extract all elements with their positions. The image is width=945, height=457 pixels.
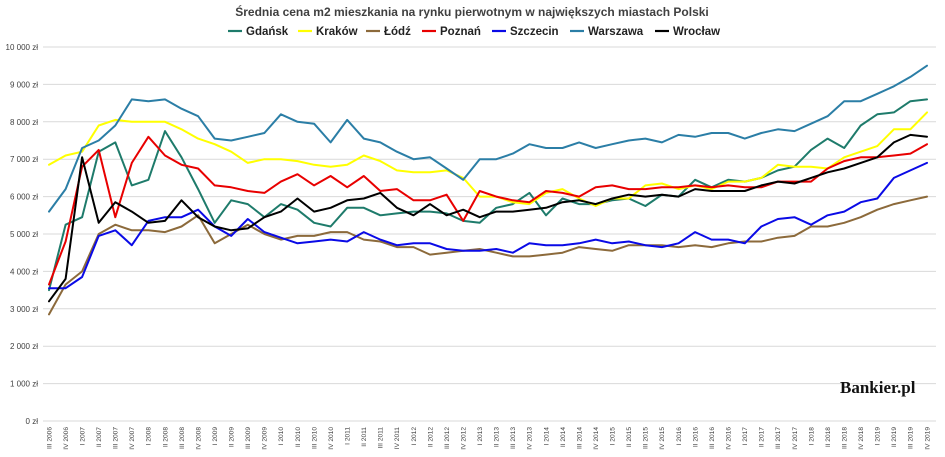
- legend-label: Warszawa: [588, 26, 644, 38]
- legend-entry: Wrocław: [655, 26, 720, 38]
- x-tick-label: IV 2007: [129, 427, 136, 450]
- legend-entry: Warszawa: [570, 26, 644, 38]
- x-tick-label: II 2018: [825, 427, 832, 447]
- legend: Gdańsk Kraków Łódź Poznań Szczecin Warszawa Wr…: [228, 26, 720, 38]
- y-tick-label: 3 000 zł: [10, 305, 38, 314]
- chart-title: Średnia cena m2 mieszkania na rynku pier…: [235, 4, 709, 19]
- x-tick-label: I 2010: [278, 427, 285, 446]
- x-tick-label: I 2016: [676, 427, 683, 446]
- x-tick-label: IV 2010: [328, 427, 335, 450]
- x-tick-label: IV 2017: [792, 427, 799, 450]
- legend-label: Wrocław: [673, 26, 720, 38]
- x-tick-label: I 2019: [875, 427, 882, 446]
- legend-entry: Szczecin: [492, 26, 559, 38]
- legend-entry: Kraków: [298, 26, 358, 38]
- series-line-1: [48, 111, 928, 207]
- x-tick-label: II 2011: [361, 427, 368, 447]
- x-tick-label: III 2007: [113, 427, 120, 449]
- x-tick-label: II 2015: [626, 427, 633, 447]
- x-tick-label: II 2019: [891, 427, 898, 447]
- x-tick-label: III 2008: [179, 427, 186, 449]
- x-tick-label: IV 2016: [726, 427, 733, 450]
- y-tick-label: 9 000 zł: [10, 80, 38, 89]
- x-tick-label: III 2018: [841, 427, 848, 449]
- x-tick-label: III 2012: [444, 427, 451, 449]
- x-tick-label: IV 2013: [527, 427, 534, 450]
- x-tick-label: III 2015: [643, 427, 650, 449]
- x-tick-label: I 2015: [610, 427, 617, 446]
- x-tick-label: IV 2012: [460, 427, 467, 450]
- y-tick-label: 5 000 zł: [10, 230, 38, 239]
- x-tick-label: III 2019: [908, 427, 915, 449]
- x-tick-label: III 2014: [576, 427, 583, 449]
- series-lines: [48, 64, 928, 316]
- x-tick-label: III 2016: [709, 427, 716, 449]
- logo-brand: Bankier: [840, 378, 899, 397]
- legend-entry: Poznań: [422, 26, 481, 38]
- legend-label: Gdańsk: [246, 26, 289, 38]
- y-tick-label: 8 000 zł: [10, 118, 38, 127]
- y-axis-tick-labels: 0 zł 1 000 zł 2 000 zł 3 000 zł 4 000 zł 5 00…: [6, 43, 39, 426]
- legend-entry: Łódź: [366, 26, 411, 38]
- x-tick-label: IV 2009: [262, 427, 269, 450]
- y-tick-label: 0 zł: [26, 417, 39, 426]
- logo-text: Bankier.pl: [840, 378, 916, 397]
- x-tick-label: III 2010: [311, 427, 318, 449]
- x-tick-label: II 2014: [560, 427, 567, 447]
- series-line-5: [48, 64, 928, 213]
- legend-label: Łódź: [384, 26, 411, 38]
- x-tick-label: II 2013: [494, 427, 501, 447]
- x-tick-label: I 2007: [79, 427, 86, 446]
- x-tick-label: I 2017: [742, 427, 749, 446]
- x-tick-label: III 2006: [46, 427, 53, 449]
- x-tick-label: II 2016: [692, 427, 699, 447]
- x-tick-label: II 2008: [162, 427, 169, 447]
- y-tick-label: 1 000 zł: [10, 380, 38, 389]
- y-tick-label: 7 000 zł: [10, 155, 38, 164]
- y-tick-label: 6 000 zł: [10, 193, 38, 202]
- x-tick-label: IV 2018: [858, 427, 865, 450]
- x-tick-label: II 2017: [759, 427, 766, 447]
- legend-label: Szczecin: [510, 26, 559, 38]
- x-tick-label: I 2014: [543, 427, 550, 446]
- x-tick-label: II 2009: [229, 427, 236, 447]
- x-tick-label: III 2011: [378, 427, 385, 449]
- series-line-4: [48, 161, 928, 290]
- x-tick-label: I 2018: [808, 427, 815, 446]
- x-tick-label: III 2009: [245, 427, 252, 449]
- x-tick-label: III 2013: [510, 427, 517, 449]
- x-axis-tick-labels: III 2006 IV 2006 I 2007 II 2007 III 2007 IV 2…: [46, 427, 931, 450]
- x-tick-label: IV 2014: [593, 427, 600, 450]
- x-tick-label: IV 2011: [394, 427, 401, 450]
- x-tick-label: I 2012: [411, 427, 418, 446]
- series-line-6: [48, 133, 928, 303]
- x-tick-label: IV 2019: [924, 427, 931, 450]
- y-tick-label: 4 000 zł: [10, 267, 38, 276]
- x-tick-label: IV 2008: [195, 427, 202, 450]
- x-tick-label: I 2013: [477, 427, 484, 446]
- x-tick-label: II 2012: [427, 427, 434, 447]
- x-tick-label: I 2008: [146, 427, 153, 446]
- x-tick-label: II 2010: [295, 427, 302, 447]
- y-tick-label: 2 000 zł: [10, 342, 38, 351]
- legend-label: Kraków: [316, 26, 358, 38]
- bankier-logo: Bankier.pl: [840, 378, 916, 397]
- x-tick-label: II 2007: [96, 427, 103, 447]
- x-tick-label: IV 2006: [63, 427, 70, 450]
- logo-suffix: .pl: [897, 378, 916, 397]
- x-tick-label: IV 2015: [659, 427, 666, 450]
- x-tick-label: III 2017: [775, 427, 782, 449]
- x-tick-label: I 2009: [212, 427, 219, 446]
- legend-label: Poznań: [440, 26, 481, 38]
- legend-entry: Gdańsk: [228, 26, 289, 38]
- y-tick-label: 10 000 zł: [6, 43, 39, 52]
- x-tick-label: I 2011: [344, 427, 351, 445]
